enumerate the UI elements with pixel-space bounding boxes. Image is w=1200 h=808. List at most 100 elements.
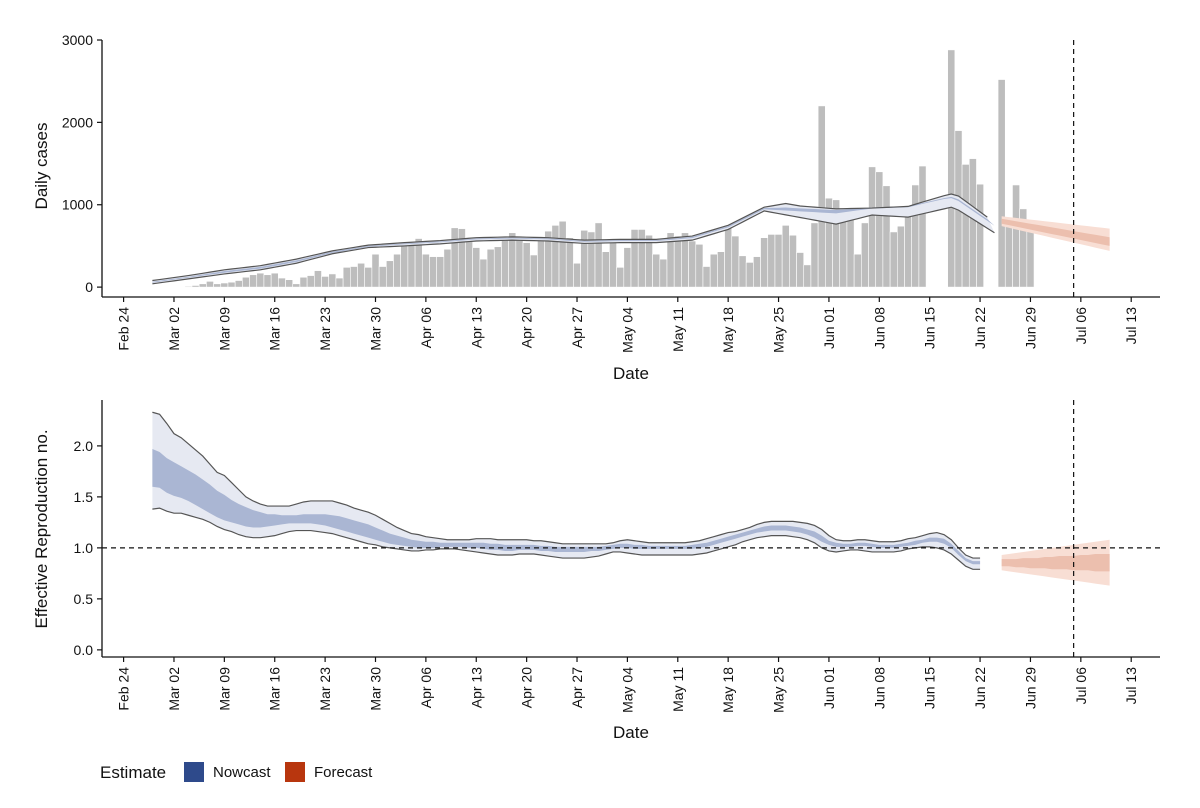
x-tick-label: Jun 08 (871, 307, 887, 349)
bar-46 (479, 258, 488, 288)
nowcast-lower-bound (152, 507, 981, 570)
bar-12 (234, 280, 243, 288)
bar-31 (371, 253, 380, 288)
bar-7 (198, 283, 207, 288)
x-tick-label: Jun 15 (922, 307, 938, 349)
bar-53 (529, 254, 538, 288)
bar-104 (896, 225, 905, 288)
bar-99 (861, 222, 869, 288)
bar-49 (501, 237, 509, 288)
cases-panel: 0 1000 2000 3000 Feb 24 Mar 02 Mar 09 Mar 16 Ma… (32, 32, 1160, 383)
x-tick-label: Jun 01 (821, 307, 837, 349)
bar-81 (731, 235, 740, 288)
bar-5 (184, 285, 193, 288)
bar-21 (299, 276, 308, 288)
x-tick-label: Jun 29 (1022, 307, 1038, 349)
x-tick-label: Apr 06 (418, 307, 434, 348)
bar-66 (623, 247, 632, 288)
bar-18 (278, 277, 286, 288)
bar-98 (853, 253, 862, 288)
x-tick-label: May 04 (619, 307, 635, 353)
cases-y-axis-title: Daily cases (32, 123, 51, 210)
x-tick-label: Apr 20 (519, 667, 535, 708)
bar-78 (709, 253, 718, 288)
bar-35 (400, 244, 409, 288)
forecast-inner-band (1001, 554, 1110, 572)
y-tick-label: 1.5 (74, 489, 94, 505)
x-tick-label: Mar 02 (166, 667, 182, 711)
bar-30 (364, 267, 373, 288)
bar-73 (673, 235, 682, 288)
bar-8 (206, 281, 214, 288)
x-tick-label: Mar 30 (368, 667, 384, 711)
x-tick-label: Jun 22 (972, 667, 988, 709)
rt-x-axis-title: Date (613, 723, 649, 742)
x-tick-label: May 18 (720, 667, 736, 713)
x-tick-label: Mar 09 (216, 667, 232, 711)
bar-54 (537, 239, 545, 288)
rt-panel: 0.0 0.5 1.0 1.5 2.0 Feb 24 Mar 02 Mar 09 Mar 16… (32, 400, 1160, 742)
bar-6 (191, 285, 200, 288)
x-tick-label: Mar 23 (317, 667, 333, 711)
bar-29 (357, 262, 365, 288)
bar-120 (1012, 184, 1020, 288)
bar-106 (911, 184, 920, 288)
legend-swatch-forecast (285, 762, 305, 782)
cases-bars (184, 49, 1035, 288)
bar-65 (616, 267, 625, 288)
bar-24 (321, 276, 330, 288)
bar-58 (565, 237, 574, 288)
x-tick-label: Apr 27 (569, 667, 585, 708)
bar-20 (292, 283, 301, 288)
rt-y-ticks: 0.0 0.5 1.0 1.5 2.0 (74, 438, 102, 658)
x-tick-label: May 25 (771, 307, 787, 353)
bar-82 (738, 255, 747, 288)
x-tick-label: Jun 08 (871, 667, 887, 709)
bar-23 (314, 270, 322, 288)
rt-y-axis-title: Effective Reproduction no. (32, 429, 51, 628)
bar-76 (695, 243, 704, 288)
bar-15 (256, 272, 265, 288)
bar-71 (659, 258, 668, 288)
cases-y-ticks: 0 1000 2000 3000 (62, 32, 102, 295)
bar-80 (724, 225, 733, 288)
bar-90 (796, 252, 805, 288)
y-tick-label: 1000 (62, 197, 93, 213)
bar-44 (465, 239, 473, 288)
bar-42 (450, 227, 459, 288)
bar-59 (573, 262, 581, 288)
x-tick-label: Jul 06 (1073, 667, 1089, 705)
x-tick-label: Mar 16 (267, 667, 283, 711)
bar-62 (594, 222, 603, 288)
cases-x-ticks: Feb 24 Mar 02 Mar 09 Mar 16 Mar 23 Mar 30 Apr … (116, 297, 1139, 353)
bar-52 (522, 242, 531, 288)
bar-101 (875, 171, 884, 288)
y-tick-label: 1.0 (74, 540, 94, 556)
x-tick-label: Jun 29 (1022, 667, 1038, 709)
bar-13 (242, 276, 250, 288)
bar-113 (961, 164, 970, 288)
x-tick-label: Mar 30 (368, 307, 384, 351)
bar-60 (580, 229, 589, 288)
x-tick-label: Apr 13 (468, 307, 484, 348)
forecast-inner-band (1001, 218, 1110, 246)
bar-97 (846, 216, 855, 288)
bar-87 (774, 234, 783, 288)
bar-38 (421, 253, 430, 288)
nowcast-upper-bound (152, 411, 981, 559)
bar-107 (918, 165, 927, 288)
bar-26 (335, 277, 344, 288)
bar-50 (508, 232, 517, 288)
x-tick-label: Mar 16 (267, 307, 283, 351)
legend: Estimate Nowcast Forecast (100, 762, 373, 782)
y-tick-label: 0.5 (74, 591, 94, 607)
bar-75 (688, 240, 697, 288)
bar-115 (976, 183, 984, 288)
legend-label-nowcast: Nowcast (213, 764, 271, 781)
x-tick-label: Mar 02 (166, 307, 182, 351)
bar-89 (789, 234, 797, 288)
bar-25 (328, 273, 337, 288)
legend-title: Estimate (100, 763, 166, 782)
x-tick-label: Mar 09 (216, 307, 232, 351)
bar-77 (702, 266, 711, 288)
